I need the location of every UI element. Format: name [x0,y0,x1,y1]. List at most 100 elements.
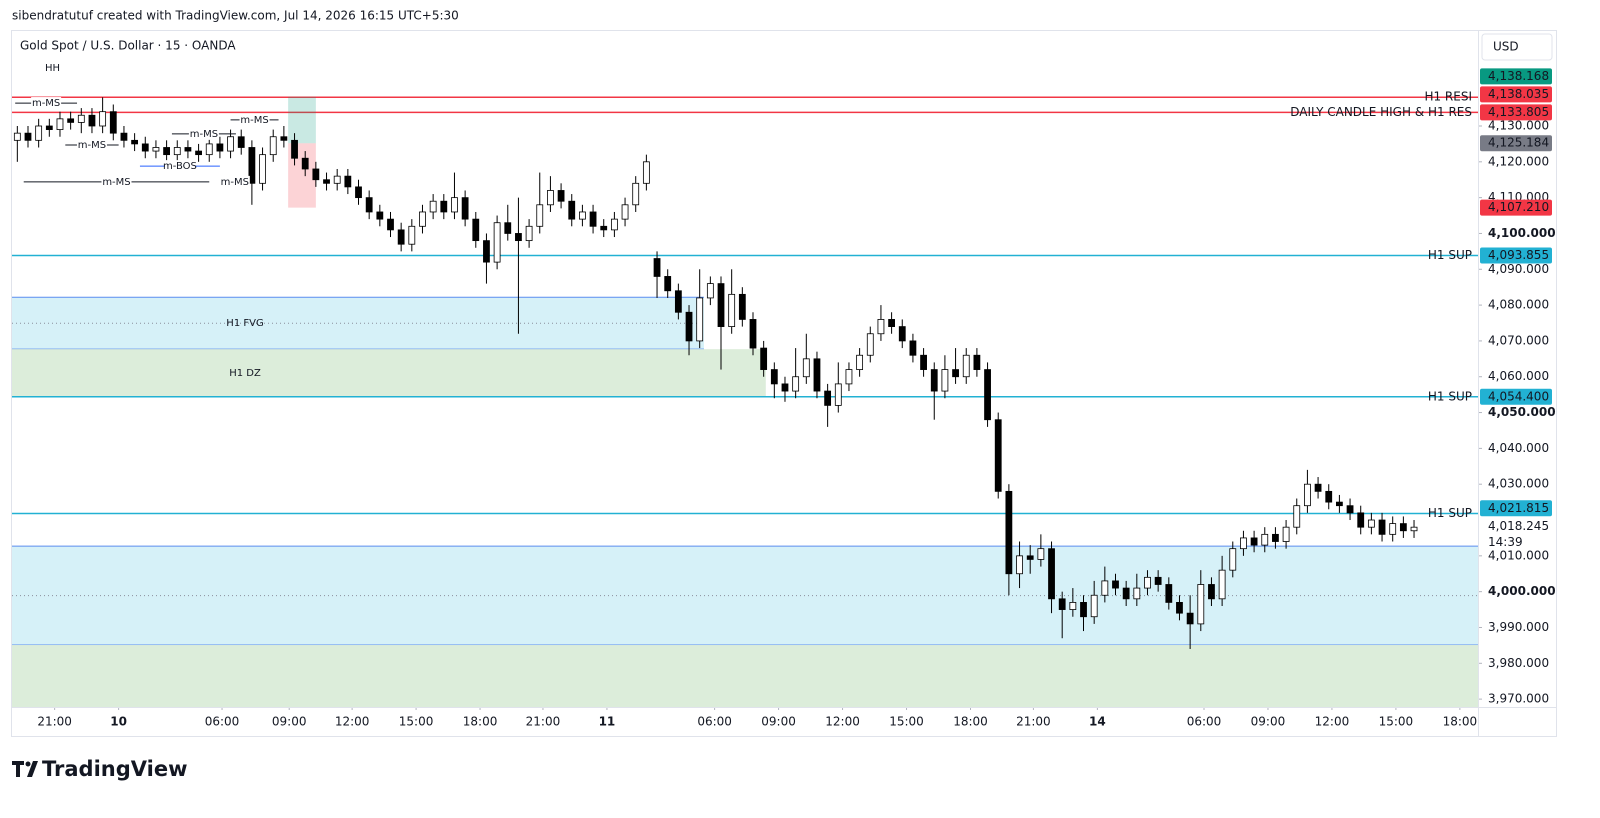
candle-body [1197,584,1205,625]
x-tick-label: 21:00 [1016,715,1051,729]
candle-body [35,125,43,141]
price-badge-label: 4,107.210 [1488,200,1549,214]
candle-body [1346,505,1354,514]
level-name: H1 RESI [1424,90,1472,104]
price-badge-label: 4,093.855 [1488,248,1549,262]
candle-body [792,376,800,392]
candle-body [1261,533,1269,546]
y-tick-label: 4,070.000 [1488,333,1549,347]
price-badge [1480,104,1552,121]
candle-body [536,204,544,227]
candle-body [1378,519,1386,535]
y-tick-label: 4,000.000 [1488,584,1556,598]
structure-label-bg [76,138,107,151]
y-tick-label: 4,030.000 [1488,477,1549,491]
structure-label-bg [219,175,250,188]
candle-body [600,225,608,231]
y-tick-label: 4,100.000 [1488,226,1556,240]
x-tick-label: 06:00 [205,715,240,729]
plot-area: H1 FVG H1 DZ m-MS m-MS m-MS m-BOS m-MS m-MS m-MS… [12,63,1478,707]
candle-body [664,276,672,292]
candle-body [344,175,352,188]
candle-body [1133,587,1141,600]
x-tick-label: 18:00 [1443,715,1478,729]
candle-body [696,297,704,342]
zone-label: H1 DZ [229,368,261,379]
price-badge-label: 4,138.035 [1488,87,1549,101]
candle-body [632,182,640,206]
x-tick-label: 09:00 [272,715,307,729]
candle-body [45,125,53,130]
y-tick-label: 3,990.000 [1488,620,1549,634]
candle-body [323,179,330,184]
structure-label: m-MS [240,115,268,126]
price-badge-label: 4,018.245 [1488,519,1549,533]
candle-body [173,147,181,156]
candle-body [109,111,117,134]
structure-label: m-MS [102,177,130,188]
price-badge [1480,500,1552,517]
logo-mark [12,761,38,777]
candle-body [1058,598,1066,610]
x-tick-label: 10 [110,715,127,729]
position-target [288,96,316,144]
candle-body [77,114,85,123]
y-tick-label: 4,130.000 [1488,118,1549,132]
candle-body [504,222,512,234]
structure-label: m-MS [32,98,60,109]
x-tick-label: 15:00 [889,715,924,729]
y-tick-label: 4,080.000 [1488,298,1549,312]
currency-box[interactable] [1481,33,1553,61]
x-tick-label: 06:00 [1187,715,1222,729]
candle-body [88,114,96,127]
level-name: H1 SUP [1428,506,1472,520]
y-tick-label: 3,980.000 [1488,656,1549,670]
candle-body [387,218,394,231]
candle-body [760,347,768,370]
price-badge-label: 4,133.805 [1488,105,1549,119]
candle-body [1272,533,1279,542]
candle-body [579,211,586,220]
y-tick-label: 4,120.000 [1488,154,1549,168]
chart-frame [11,30,1557,737]
currency: USD [1493,40,1519,54]
candle-body [962,354,970,378]
candle-body [1112,580,1119,589]
x-tick-label: 12:00 [335,715,370,729]
candle-body [1282,526,1290,542]
candle-body [67,118,75,123]
candle-body [472,218,480,242]
candle-body [397,229,405,245]
candle-body [301,157,309,170]
candle-body [355,186,362,199]
candle-body [312,168,320,181]
candle-body [1165,584,1173,603]
candle-body [642,161,650,184]
candle-body [1229,548,1237,571]
candle-body [227,136,234,152]
candle-body [195,150,202,156]
candle-body [1101,580,1109,596]
candle-body [365,197,373,213]
x-tick-label: 21:00 [37,715,72,729]
candle-body [1144,576,1151,589]
candle-body [653,258,661,277]
candle-body [1154,576,1162,585]
candle-body [99,111,107,127]
candle-body [451,197,458,213]
candle-body [557,190,565,202]
x-tick-label: 18:00 [463,715,498,729]
candle-body [834,383,842,406]
y-tick-label: 3,970.000 [1488,692,1549,706]
x-tick-label: 14 [1089,715,1106,729]
candle-body [674,290,682,313]
candle-body [610,218,618,231]
price-badge-label: 4,021.815 [1488,501,1549,515]
candle-body [237,136,245,148]
structure-label-bg [239,113,270,126]
candle-body [589,211,597,227]
x-tick-label: 12:00 [825,715,860,729]
candle-body [1389,523,1397,535]
candle-body [770,369,778,385]
